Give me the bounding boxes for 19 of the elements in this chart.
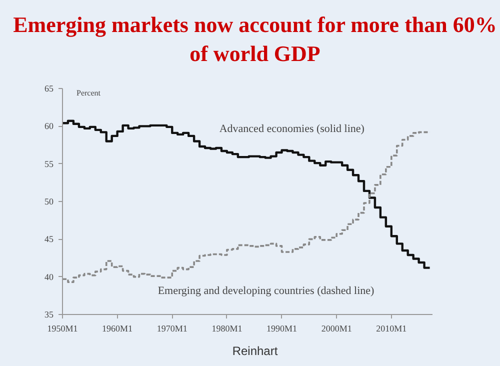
x-tick-label: 2010M1 — [376, 324, 407, 334]
annotation: Emerging and developing countries (dashed line) — [158, 284, 375, 297]
x-tick-label: 1990M1 — [266, 324, 298, 334]
y-tick-label: 65 — [44, 84, 54, 94]
annotation: Advanced economies (solid line) — [219, 123, 365, 136]
y-tick-label: 40 — [44, 272, 54, 282]
y-tick-label: 55 — [44, 158, 54, 169]
y-tick-label: 35 — [44, 310, 54, 320]
y-tick-label: 50 — [44, 196, 54, 206]
x-tick-label: 1980M1 — [212, 324, 242, 334]
x-tick-label: 1970M1 — [156, 324, 188, 334]
text: Reinhart — [232, 343, 278, 360]
y-tick-label: 60 — [44, 121, 54, 132]
y-axis-title: Percent — [76, 88, 102, 98]
x-tick-label: 1950M1 — [47, 324, 78, 334]
x-tick-label: 1960M1 — [102, 324, 133, 334]
x-tick-label: 2000M1 — [321, 324, 352, 334]
chart-title: Emerging markets now account for more than 60% of world GDP — [13, 11, 497, 68]
y-tick-label: 45 — [44, 234, 54, 244]
